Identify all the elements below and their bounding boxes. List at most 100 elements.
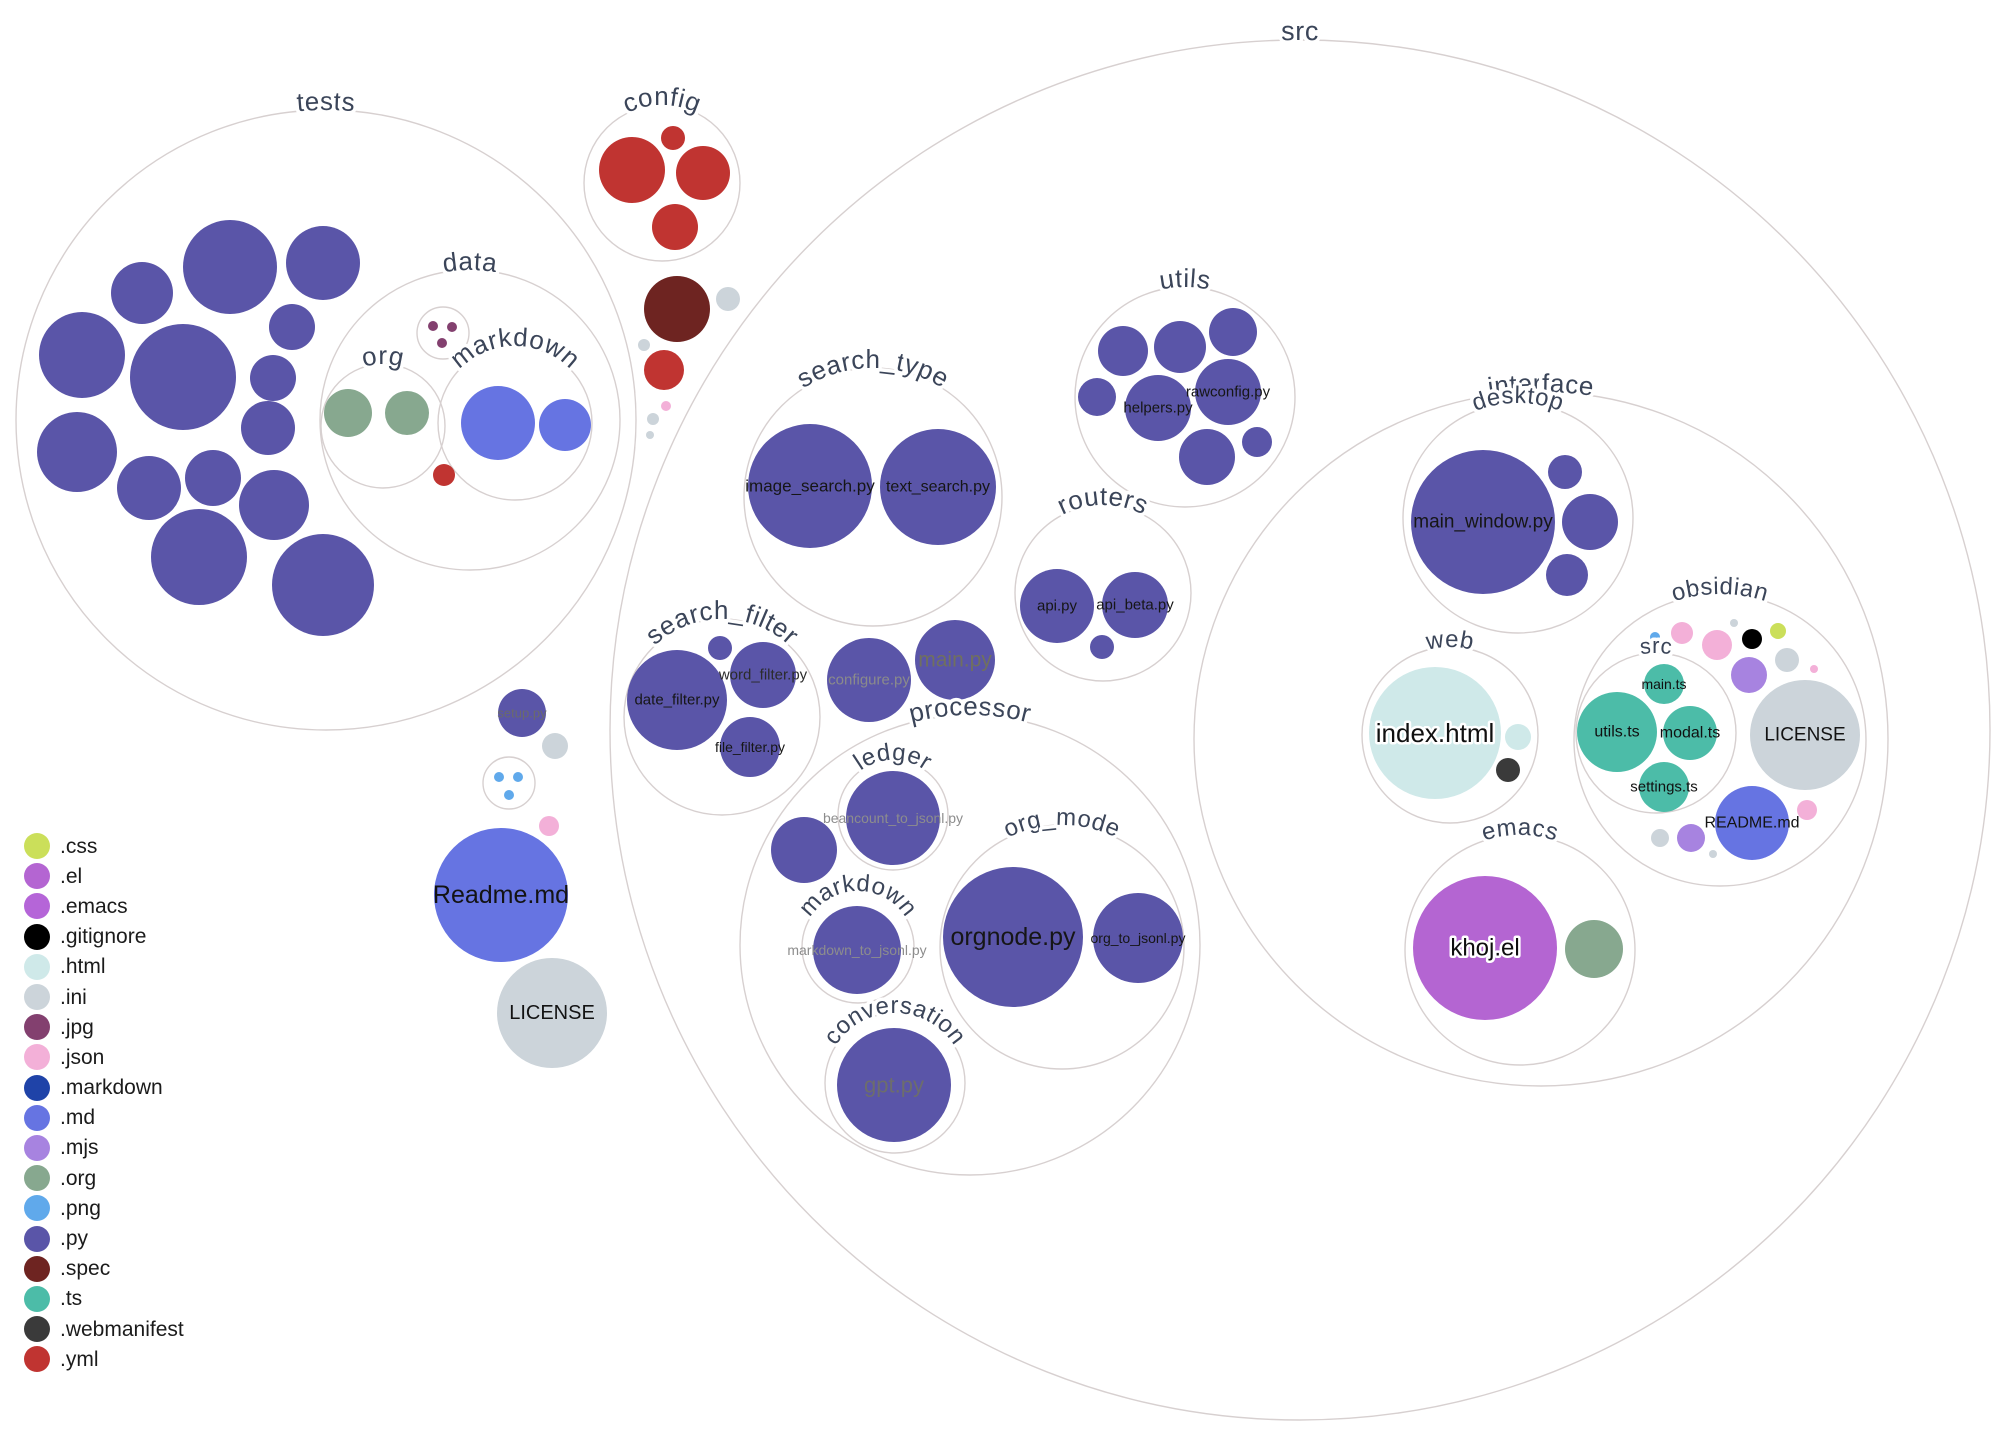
file-dot-py-32 [117, 456, 181, 520]
file-dot-org-51 [324, 389, 372, 437]
legend-swatch-webmanifest [24, 1316, 50, 1343]
file-circle-index-html-93 [1369, 667, 1501, 799]
legend-swatch-markdown [24, 1074, 50, 1101]
file-label-helpers-py-81: helpers.py [1123, 400, 1193, 417]
legend-label-md: .md [60, 1106, 96, 1130]
folder-circle-jpg-pack [416, 306, 470, 360]
folder-label-interface: interface [1486, 368, 1596, 402]
legend-label-png: .png [60, 1196, 101, 1220]
legend-swatch-emacs [24, 893, 50, 920]
file-circle-khoj-el-115 [1413, 876, 1557, 1020]
file-label-license-63: LICENSE [509, 1002, 595, 1024]
file-dot-json-104 [1810, 665, 1818, 673]
file-dot-ini-42 [716, 287, 740, 311]
file-dot-spec-41 [644, 276, 710, 342]
file-dot-png-58 [494, 772, 504, 782]
file-circle-image-search-py-66 [748, 424, 872, 548]
file-dot-org-116 [1565, 920, 1623, 978]
legend-swatch-json [24, 1044, 50, 1071]
file-dot-jpg-48 [428, 321, 438, 331]
legend-swatch-jpg [24, 1014, 50, 1041]
file-circle-org-to-jsonl-py-87 [1093, 893, 1183, 983]
legend-swatch-html [24, 953, 50, 980]
file-circle-api-beta-py-73 [1102, 572, 1168, 638]
legend-item-jpg: .jpg [24, 1012, 184, 1042]
file-dot-py-35 [151, 509, 247, 605]
folder-label-ledger: ledger [849, 739, 937, 776]
file-dot-yml-38 [661, 126, 685, 150]
folder-label-text-data: data [437, 242, 502, 281]
file-circle-gpt-py-88 [837, 1028, 951, 1142]
legend-label-jpg: .jpg [60, 1015, 94, 1039]
folder-label-search-type: search_type [791, 344, 954, 394]
file-dot-py-26 [39, 312, 125, 398]
file-dot-gitignore-100 [1742, 629, 1762, 649]
legend-item-org: .org [24, 1163, 184, 1193]
file-dot-jpg-50 [437, 338, 447, 348]
file-dot-py-23 [111, 262, 173, 324]
file-label-license-109: LICENSE [1764, 725, 1845, 746]
file-dot-json-61 [539, 816, 559, 836]
folder-label-markdown-data: markdown [444, 322, 586, 374]
file-label-main-py-64: main.py [918, 649, 992, 672]
file-label-main-window-py-89: main_window.py [1413, 512, 1553, 533]
file-dot-yml-40 [652, 204, 698, 250]
file-dot-ini-99 [1730, 619, 1738, 627]
file-dot-yml-44 [644, 350, 684, 390]
file-dot-py-92 [1546, 554, 1588, 596]
legend-swatch-png [24, 1195, 50, 1222]
legend-item-css: .css [24, 831, 184, 861]
folder-circle-routers [1014, 504, 1192, 682]
legend-item-markdown: .markdown [24, 1073, 184, 1103]
file-dot-yml-37 [599, 137, 665, 203]
file-dot-py-75 [1098, 326, 1148, 376]
folder-circle-src [609, 39, 1991, 1421]
file-dot-py-24 [183, 220, 277, 314]
file-dot-py-76 [1154, 321, 1206, 373]
file-dot-py-27 [130, 324, 236, 430]
folder-label-emacs: emacs [1479, 814, 1562, 847]
legend-item-spec: .spec [24, 1254, 184, 1284]
file-label-text-search-py-67: text_search.py [886, 479, 990, 496]
file-dot-py-83 [771, 817, 837, 883]
file-dot-ini-102 [1775, 648, 1799, 672]
file-circle-license-63 [497, 958, 607, 1068]
file-dot-py-91 [1562, 494, 1618, 550]
legend-item-md: .md [24, 1103, 184, 1133]
legend-swatch-ini [24, 984, 50, 1011]
file-dot-ini-47 [646, 431, 654, 439]
file-circle-markdown-to-jsonl-py-85 [813, 906, 901, 994]
folder-label-text-org-mode: org_mode [996, 800, 1127, 846]
file-label-configure-py-65: configure.py [828, 672, 910, 689]
folder-circle-emacs [1404, 834, 1636, 1066]
folder-circle-processor [739, 714, 1201, 1176]
folder-circle-src-obsidian [1575, 652, 1737, 814]
file-dot-png-60 [504, 790, 514, 800]
file-circle-utils-ts-111 [1577, 692, 1657, 772]
legend-label-css: .css [60, 834, 98, 858]
folder-label-processor: processor [906, 691, 1034, 728]
file-label-date-filter-py-69: date_filter.py [634, 692, 720, 709]
file-label-api-py-72: api.py [1037, 598, 1078, 615]
legend-label-org: .org [60, 1166, 97, 1190]
legend-label-yml: .yml [60, 1347, 99, 1371]
folder-circle-search-type [743, 367, 1003, 627]
file-label-orgnode-py-86: orgnode.py [950, 923, 1076, 951]
folder-label-text-emacs: emacs [1475, 810, 1564, 850]
file-dot-yml-39 [676, 146, 730, 200]
folder-label-text-tests: tests [292, 82, 359, 120]
file-circle-date-filter-py-69 [627, 650, 727, 750]
file-dot-ini-46 [647, 413, 659, 425]
file-dot-json-98 [1702, 630, 1732, 660]
legend-item-el: .el [24, 861, 184, 891]
file-dot-md-53 [461, 386, 535, 460]
folder-circle-conversation [824, 1012, 966, 1154]
legend-item-webmanifest: .webmanifest [24, 1314, 184, 1344]
file-label-api-beta-py-73: api_beta.py [1096, 597, 1174, 614]
file-circle-beancount-to-jsonl-py-84 [846, 771, 940, 865]
file-dot-py-31 [37, 412, 117, 492]
file-dot-py-28 [269, 304, 315, 350]
folder-circle-ledger [837, 759, 949, 871]
folder-label-text-utils: utils [1154, 259, 1216, 298]
